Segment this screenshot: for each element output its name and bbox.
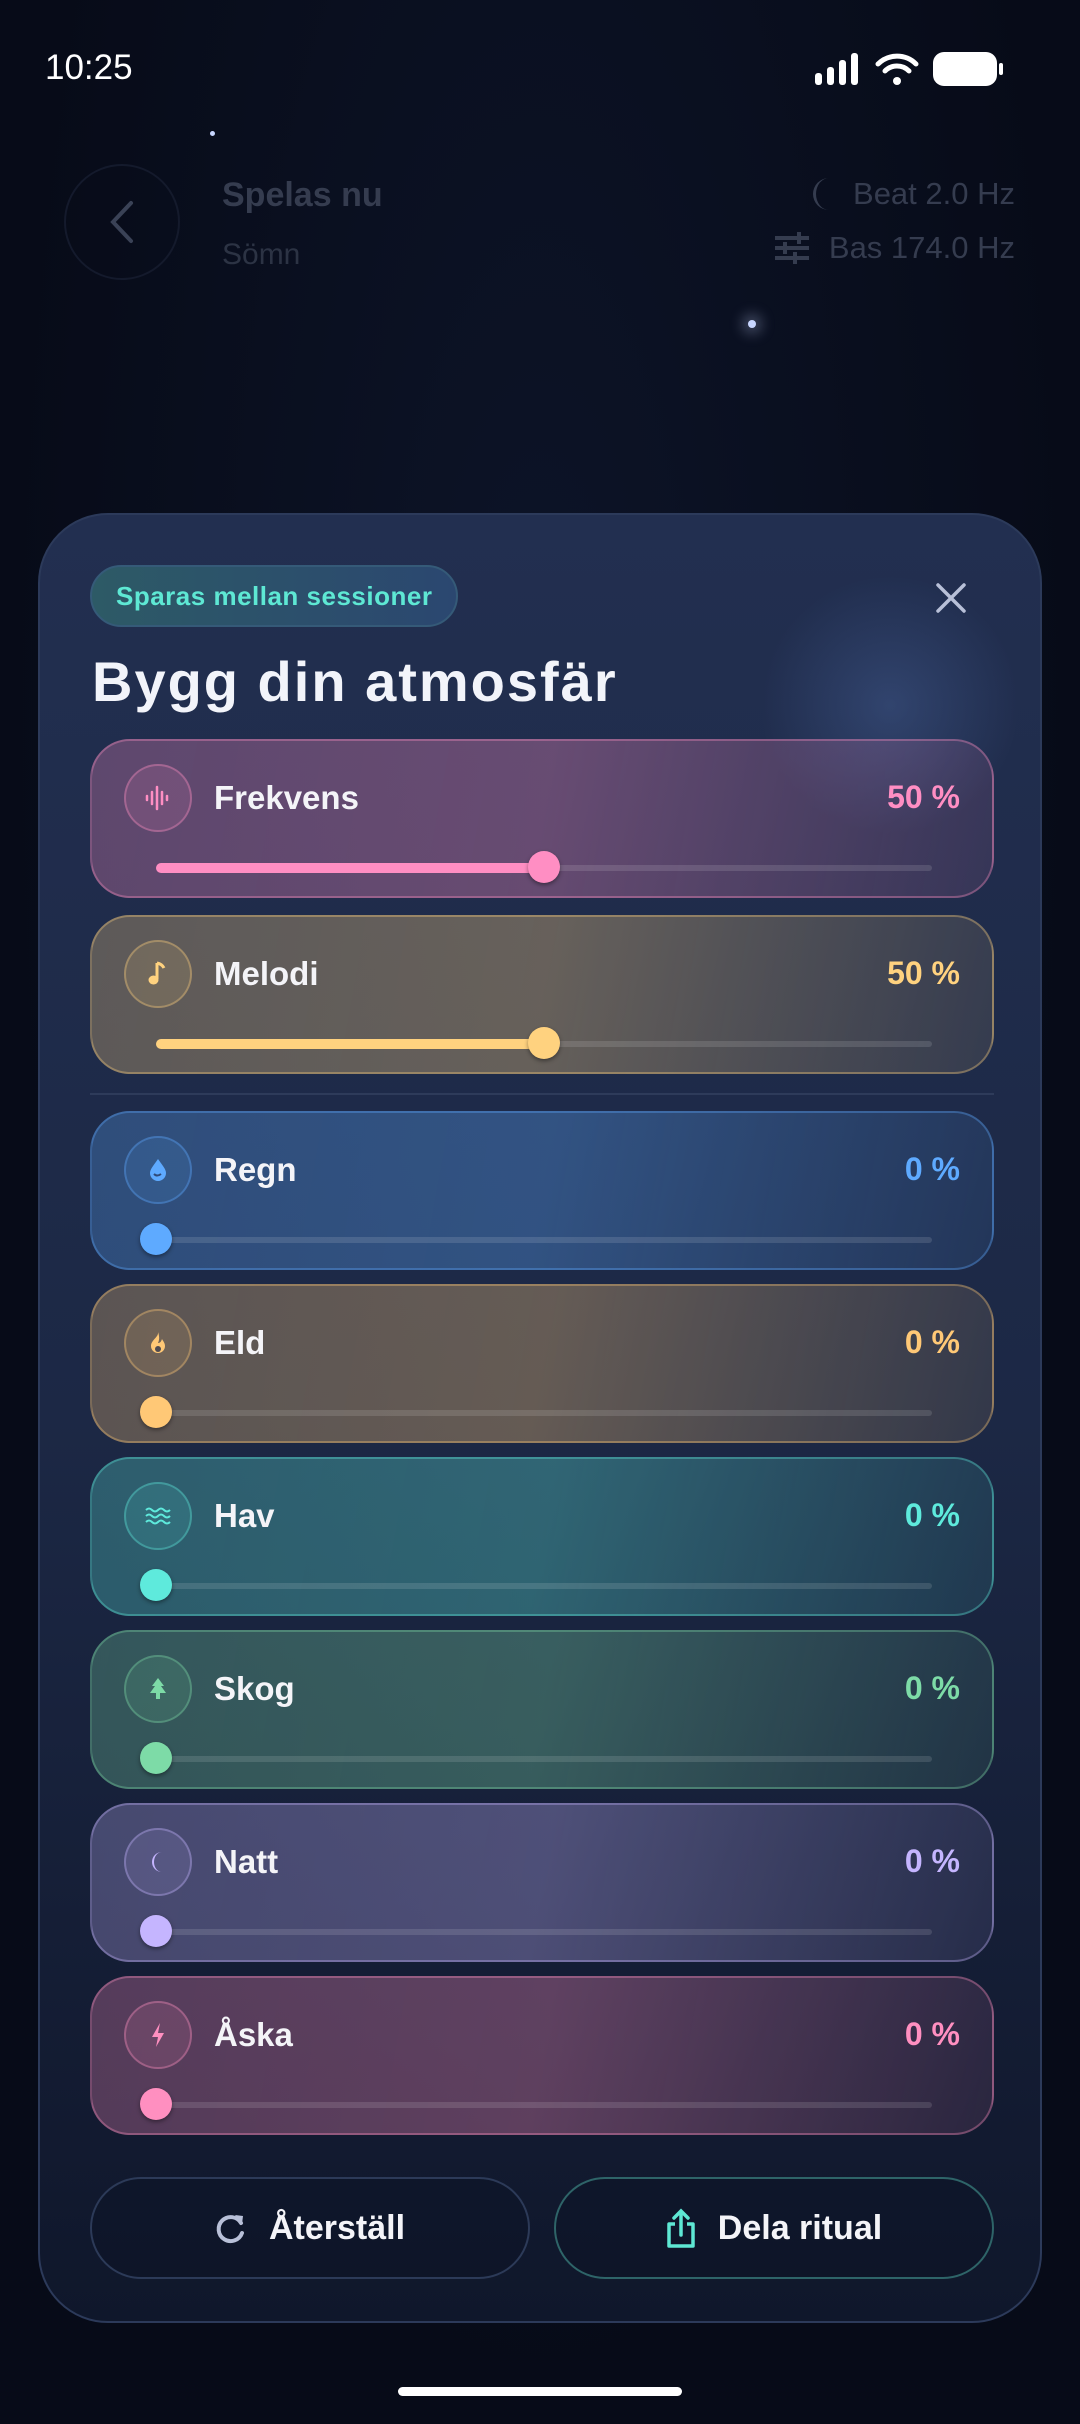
divider <box>90 1093 994 1095</box>
status-time: 10:25 <box>45 48 133 87</box>
volume-slider[interactable] <box>140 1223 932 1255</box>
volume-slider[interactable] <box>156 1027 932 1059</box>
mixer-value: 50 % <box>887 779 960 815</box>
volume-slider[interactable] <box>140 1569 932 1601</box>
mixer-card-frekvens: Frekvens 50 % <box>90 739 994 898</box>
slider-thumb[interactable] <box>528 1027 560 1059</box>
flame-icon <box>124 1309 192 1377</box>
lightning-icon <box>124 2001 192 2069</box>
slider-thumb[interactable] <box>528 851 560 883</box>
mixer-card-aska: Åska 0 % <box>90 1976 994 2135</box>
mixer-card-skog: Skog 0 % <box>90 1630 994 1789</box>
slider-thumb[interactable] <box>140 1915 172 1947</box>
raindrop-icon <box>124 1136 192 1204</box>
mixer-label: Eld <box>214 1324 266 1361</box>
signal-icon <box>815 53 858 85</box>
sheet-title: Bygg din atmosfär <box>92 650 618 713</box>
mixer-value: 50 % <box>887 955 960 991</box>
volume-slider[interactable] <box>140 1742 932 1774</box>
reset-button[interactable]: Återställ <box>90 2177 530 2279</box>
sliders-icon <box>774 232 809 264</box>
now-playing-subtitle: Sömn <box>222 238 301 271</box>
mixer-label: Åska <box>214 2016 293 2053</box>
share-icon <box>667 2208 695 2248</box>
close-button[interactable] <box>926 573 976 623</box>
moon-icon <box>813 178 830 210</box>
mixer-value: 0 % <box>904 1670 960 1706</box>
mixer-label: Natt <box>214 1843 279 1880</box>
mixer-label: Frekvens <box>214 779 359 816</box>
slider-thumb[interactable] <box>140 1742 172 1774</box>
mixer-card-natt: Natt 0 % <box>90 1803 994 1962</box>
mixer-value: 0 % <box>904 1843 960 1879</box>
mixer-value: 0 % <box>904 1151 960 1187</box>
refresh-icon <box>216 2215 244 2244</box>
slider-thumb[interactable] <box>140 1396 172 1428</box>
moon-icon <box>124 1828 192 1896</box>
chevron-left-icon <box>110 201 133 243</box>
volume-slider[interactable] <box>156 851 932 883</box>
status-bar: 10:25 <box>0 0 1080 120</box>
back-button[interactable] <box>64 164 180 280</box>
mixer-value: 0 % <box>904 1497 960 1533</box>
volume-slider[interactable] <box>140 2088 932 2120</box>
beat-frequency: Beat 2.0 Hz <box>853 176 1015 211</box>
slider-thumb[interactable] <box>140 2088 172 2120</box>
volume-slider[interactable] <box>140 1396 932 1428</box>
mixer-label: Hav <box>214 1497 275 1534</box>
mixer-card-regn: Regn 0 % <box>90 1111 994 1270</box>
atmosphere-sheet: Sparas mellan sessioner Bygg din atmosfä… <box>38 513 1042 2323</box>
share-ritual-button[interactable]: Dela ritual <box>554 2177 994 2279</box>
volume-slider[interactable] <box>140 1915 932 1947</box>
mixer-label: Skog <box>214 1670 295 1707</box>
mixer-card-hav: Hav 0 % <box>90 1457 994 1616</box>
waves-icon <box>124 1482 192 1550</box>
saved-badge: Sparas mellan sessioner <box>90 565 459 627</box>
tree-icon <box>124 1655 192 1723</box>
mixer-value: 0 % <box>904 2016 960 2052</box>
home-indicator[interactable] <box>398 2387 682 2396</box>
mixer-card-eld: Eld 0 % <box>90 1284 994 1443</box>
close-icon <box>936 583 966 613</box>
mixer-label: Regn <box>214 1151 297 1188</box>
wifi-icon <box>875 53 919 85</box>
battery-icon <box>933 52 1003 86</box>
music-note-icon <box>124 940 192 1008</box>
reset-label: Återställ <box>268 2208 406 2247</box>
share-label: Dela ritual <box>717 2208 883 2247</box>
base-frequency: Bas 174.0 Hz <box>828 230 1015 265</box>
now-playing-title: Spelas nu <box>222 176 383 214</box>
slider-thumb[interactable] <box>140 1223 172 1255</box>
slider-thumb[interactable] <box>140 1569 172 1601</box>
waveform-icon <box>124 764 192 832</box>
mixer-card-melodi: Melodi 50 % <box>90 915 994 1074</box>
mixer-label: Melodi <box>214 955 319 992</box>
mixer-value: 0 % <box>904 1324 960 1360</box>
